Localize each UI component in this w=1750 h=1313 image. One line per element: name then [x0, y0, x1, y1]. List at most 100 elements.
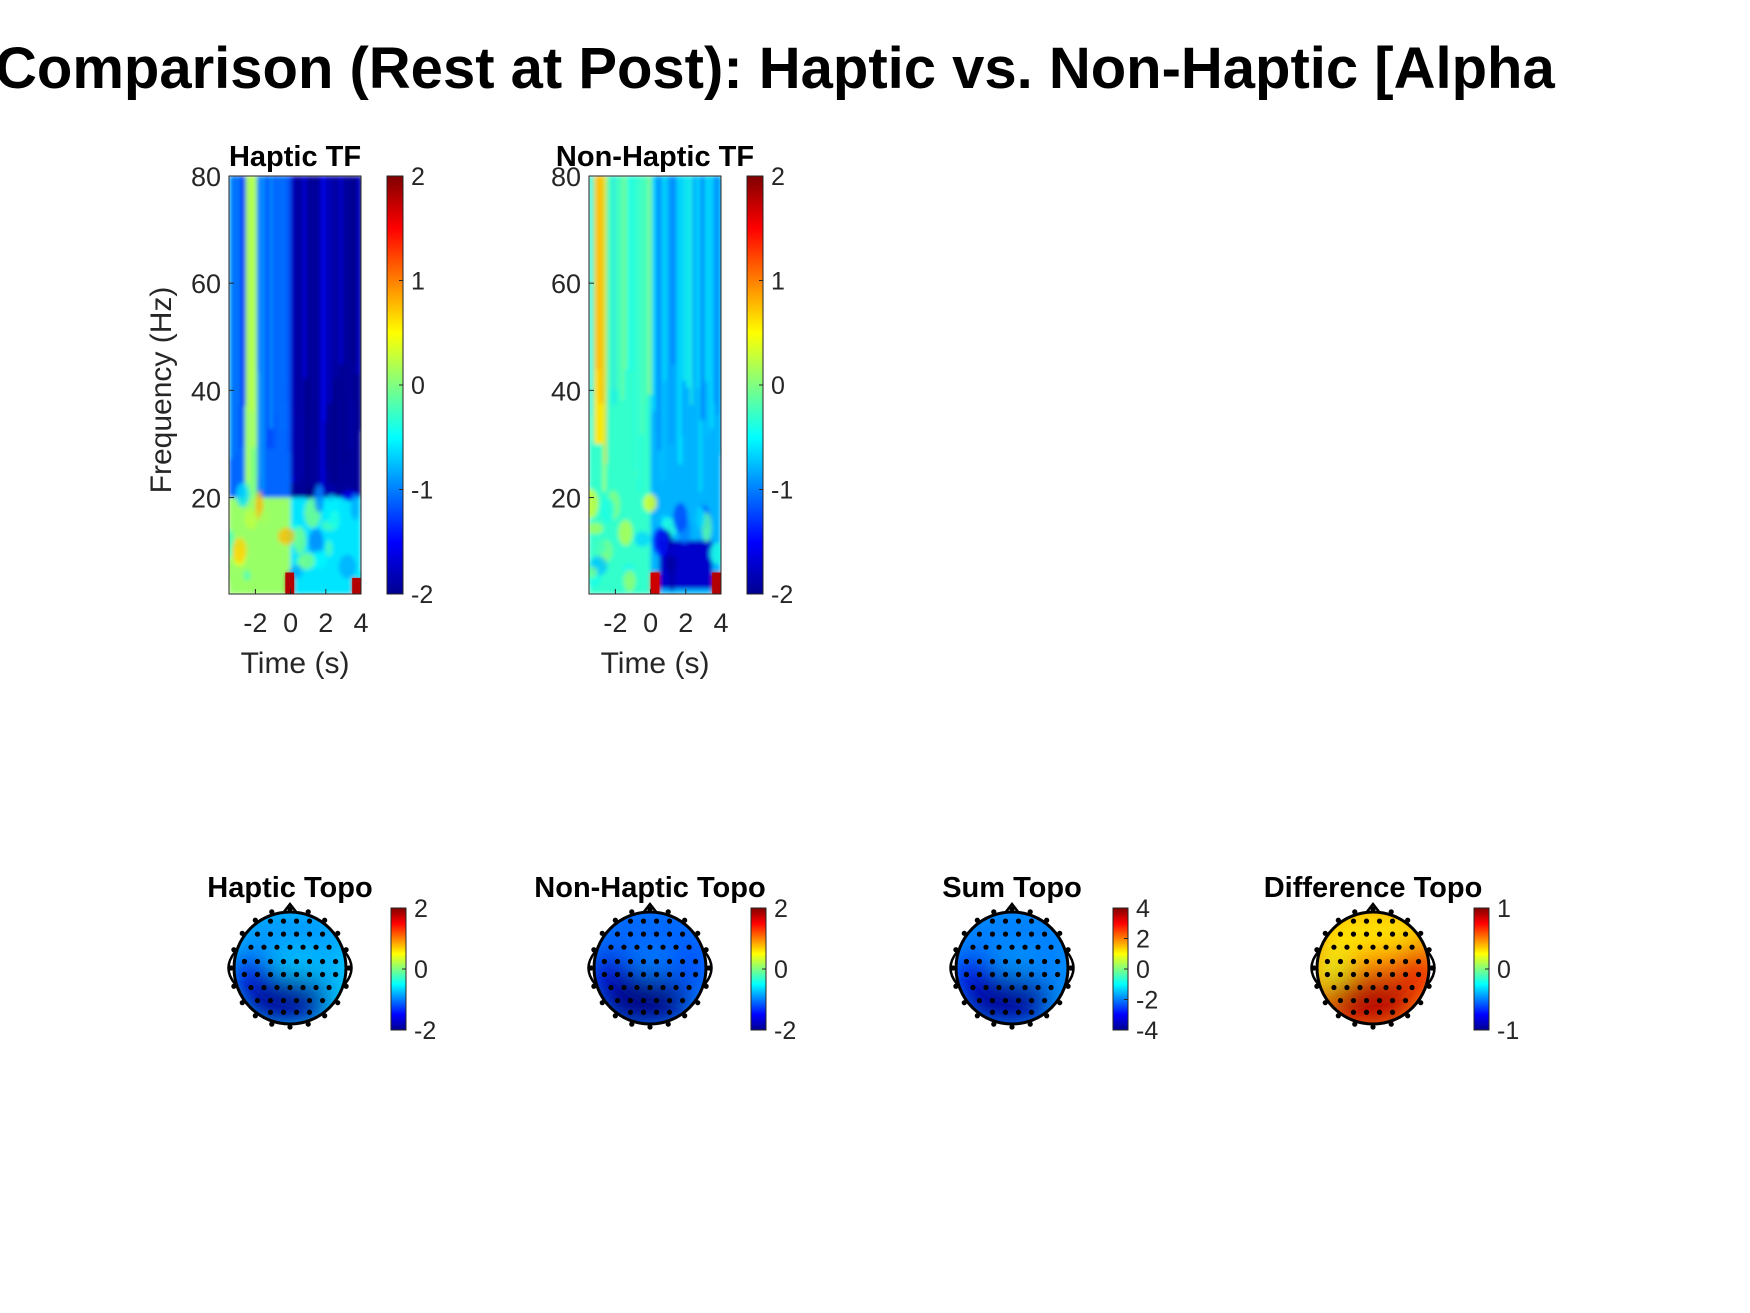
haptic-tf-streak: [279, 176, 283, 382]
nonhaptic-tf-streak: [706, 176, 710, 436]
haptic-tf-streak: [297, 176, 300, 413]
haptic-topo-electrode: [267, 971, 274, 978]
sum-topo-rim-marker: [953, 947, 959, 953]
nonhaptic-topo-rim-marker: [682, 1013, 688, 1019]
nonhaptic-tf-streak: [640, 176, 644, 435]
nonhaptic-tf-streak: [589, 176, 592, 414]
haptic-tf-blob: [308, 528, 324, 556]
nonhaptic-topo-electrode: [679, 971, 686, 978]
haptic-tf-streak: [303, 176, 308, 379]
haptic-tf-streak: [281, 176, 286, 430]
sum-topo-electrode: [1035, 984, 1041, 991]
nonhaptic-tf-streak: [599, 176, 604, 404]
haptic-topo-electrode: [287, 984, 293, 991]
haptic-topo-rim-marker: [343, 947, 349, 953]
nonhaptic-tf-streak: [672, 176, 675, 365]
nonhaptic-tf-streak: [608, 176, 611, 389]
nonhaptic-topo-electrode: [686, 944, 692, 950]
haptic-tf-streak: [352, 176, 357, 366]
haptic-tf-cbar-tick-label: 0: [411, 372, 425, 400]
sum-topo-rim-marker: [1044, 917, 1050, 923]
nonhaptic-tf-cbar-tick-label: -1: [771, 477, 793, 505]
haptic-tf-cbar-tick-label: 1: [411, 268, 425, 296]
difference-topo-electrode: [1363, 1009, 1370, 1015]
nonhaptic-tf-streak: [604, 176, 607, 464]
haptic-topo-electrode: [280, 918, 287, 924]
haptic-topo-rim-marker: [252, 1013, 258, 1019]
sum-topo-electrode: [996, 944, 1002, 950]
difference-topo-electrode: [1344, 984, 1350, 991]
nonhaptic-tf-blob: [709, 542, 721, 565]
haptic-tf-blob: [325, 540, 333, 557]
nonhaptic-tf-ytick-label: 20: [551, 484, 581, 514]
haptic-tf-title: Haptic TF: [229, 141, 361, 173]
difference-topo-cbar-tick-label: 1: [1497, 895, 1511, 923]
haptic-topo-electrode: [261, 944, 267, 950]
haptic-tf-xlabel: Time (s): [241, 647, 350, 680]
difference-topo-electrode: [1350, 918, 1357, 924]
haptic-tf-streak: [351, 176, 354, 401]
nonhaptic-topo-electrode: [660, 984, 666, 991]
difference-topo-rim-marker: [1322, 930, 1328, 936]
nonhaptic-tf-ytick-label: 80: [551, 162, 581, 192]
nonhaptic-topo-electrode: [640, 918, 647, 924]
haptic-tf-blob: [293, 526, 307, 555]
sum-topo-electrode: [989, 971, 996, 978]
haptic-tf-streak: [274, 176, 278, 416]
sum-topo-electrode: [1002, 931, 1009, 937]
nonhaptic-topo-electrode: [627, 931, 634, 937]
nonhaptic-tf-xtick-label: 2: [678, 608, 693, 638]
nonhaptic-topo-rim-marker: [647, 1024, 653, 1030]
nonhaptic-tf-blob: [589, 522, 604, 535]
nonhaptic-topo-electrode: [608, 944, 614, 950]
haptic-tf-streak: [249, 176, 253, 412]
sum-topo-rim-marker: [961, 930, 967, 936]
haptic-tf-blob: [298, 552, 315, 570]
difference-topo-electrode: [1350, 958, 1357, 965]
sum-topo-electrode: [989, 958, 996, 965]
haptic-topo-electrode: [248, 984, 254, 991]
nonhaptic-tf-streak: [652, 176, 655, 411]
nonhaptic-topo-rim-marker: [682, 917, 688, 923]
haptic-tf-streak: [287, 176, 291, 454]
haptic-tf-streak: [356, 176, 359, 375]
sum-topo-electrode: [1002, 958, 1009, 965]
haptic-tf-blob: [232, 537, 247, 563]
sum-topo-electrode: [1002, 997, 1009, 1004]
difference-topo-rim-marker: [1314, 983, 1320, 989]
difference-topo-rim-marker: [1314, 947, 1320, 953]
sum-topo-electrode: [1002, 918, 1009, 924]
nonhaptic-topo-rim-marker: [703, 947, 709, 953]
nonhaptic-topo-electrode: [666, 1009, 673, 1015]
haptic-topo-electrode: [332, 958, 339, 965]
haptic-topo-cbar-tick-label: 2: [414, 895, 428, 923]
haptic-tf-blob: [235, 482, 250, 508]
haptic-topo-electrode: [280, 997, 287, 1004]
nonhaptic-topo-cbar-tick-label: -2: [774, 1017, 796, 1045]
haptic-topo-electrode: [267, 958, 274, 965]
haptic-tf-hotspot-1: [352, 577, 361, 594]
haptic-topo-electrode: [319, 931, 326, 937]
sum-topo-electrode: [989, 997, 996, 1004]
nonhaptic-topo-rim-marker: [695, 930, 701, 936]
difference-topo-title: Difference Topo: [1264, 872, 1483, 904]
haptic-topo-rim-marker: [346, 965, 352, 971]
haptic-topo-electrode: [306, 1009, 313, 1015]
nonhaptic-topo-electrode: [653, 918, 660, 924]
nonhaptic-tf-streak: [595, 176, 599, 370]
nonhaptic-tf-blob: [591, 537, 606, 558]
difference-topo-cbar-tick-label: -1: [1497, 1017, 1519, 1045]
difference-topo-electrode: [1383, 944, 1389, 950]
nonhaptic-tf-streak: [713, 176, 717, 404]
haptic-topo-rim-marker: [231, 947, 237, 953]
nonhaptic-topo-electrode: [627, 997, 634, 1004]
nonhaptic-tf-blob: [673, 502, 688, 533]
nonhaptic-topo-electrode: [692, 958, 699, 965]
difference-topo-panel: Difference Topo -1 0 1: [1264, 872, 1520, 1045]
haptic-topo-electrode: [306, 997, 313, 1004]
haptic-topo-electrode: [241, 971, 248, 978]
nonhaptic-tf-streak: [696, 176, 700, 389]
sum-topo-electrode: [1028, 997, 1035, 1004]
sum-topo-cbar-tick-label: -2: [1136, 987, 1158, 1015]
haptic-topo-electrode: [300, 944, 306, 950]
